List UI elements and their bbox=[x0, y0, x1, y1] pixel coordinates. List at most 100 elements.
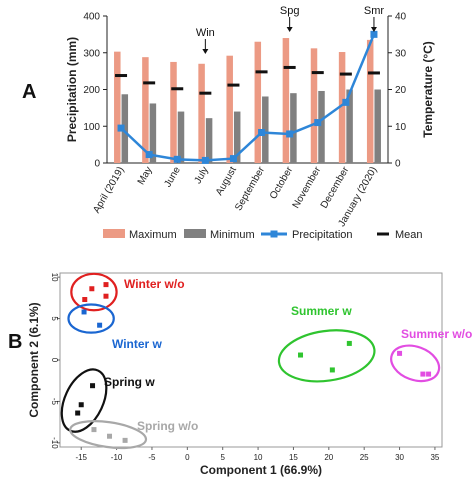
point-winter-wo bbox=[103, 293, 109, 299]
precipitation-marker bbox=[117, 124, 125, 132]
cluster-label-summer-w: Summer w bbox=[291, 304, 352, 318]
point-spring-w bbox=[75, 410, 81, 416]
bar-minimum bbox=[374, 89, 381, 163]
y2-tick-label: 40 bbox=[395, 12, 407, 23]
x-axis-title: Component 1 (66.9%) bbox=[200, 463, 322, 477]
bar-maximum bbox=[338, 52, 346, 163]
precipitation-marker bbox=[342, 98, 350, 106]
y-tick-label: -10 bbox=[50, 437, 59, 449]
precipitation-marker bbox=[258, 128, 266, 136]
x-tick-label: August bbox=[214, 165, 239, 198]
x-tick-label: October bbox=[268, 164, 296, 201]
y-tick-label: 10 bbox=[50, 273, 59, 282]
bar-minimum bbox=[346, 89, 353, 163]
x-tick-label: 20 bbox=[324, 453, 333, 462]
bar-maximum bbox=[142, 57, 149, 163]
y2-tick-label: 10 bbox=[395, 122, 407, 133]
y-tick-label: -5 bbox=[50, 398, 59, 406]
x-tick-label: 5 bbox=[220, 453, 225, 462]
y-axis-title: Component 2 (6.1%) bbox=[27, 302, 41, 417]
precipitation-marker bbox=[229, 155, 237, 163]
point-summer-wo bbox=[426, 371, 432, 377]
cluster-ellipse-winter-w bbox=[67, 303, 115, 334]
x-tick-label: 25 bbox=[360, 453, 369, 462]
precipitation-marker bbox=[201, 156, 209, 164]
point-winter-wo bbox=[82, 297, 88, 303]
x-tick-label: 10 bbox=[254, 453, 263, 462]
point-summer-wo bbox=[420, 371, 426, 377]
y2-tick-label: 20 bbox=[395, 85, 407, 96]
cluster-label-summer-wo: Summer w/o bbox=[401, 327, 472, 341]
chart-a: 0 100 200 300 400 0 10 20 30 40 Precipitation (mm)… bbox=[65, 5, 435, 241]
point-spring-w bbox=[90, 383, 96, 389]
bar-minimum bbox=[205, 118, 213, 163]
annotation-arrow-head bbox=[202, 49, 209, 54]
legend-swatch-minimum bbox=[184, 229, 206, 238]
x-tick-label: 15 bbox=[289, 453, 298, 462]
y-tick-label: 200 bbox=[83, 85, 100, 96]
y2-tick-label: 0 bbox=[395, 159, 401, 170]
x-tick-label: 35 bbox=[430, 453, 439, 462]
cluster-ellipse-spring-wo bbox=[69, 420, 148, 450]
y-tick-label: 300 bbox=[83, 48, 100, 59]
cluster-ellipse-summer-w bbox=[277, 329, 376, 383]
cluster-label-winter-wo: Winter w/o bbox=[124, 277, 185, 291]
bar-maximum bbox=[366, 39, 374, 164]
x-tick-label: 0 bbox=[185, 453, 190, 462]
bar-maximum bbox=[170, 61, 177, 163]
cluster-ellipse-winter-wo bbox=[70, 272, 118, 312]
point-summer-w bbox=[329, 367, 335, 373]
y-tick-label: 0 bbox=[94, 159, 100, 170]
season-annotation: Win bbox=[196, 27, 215, 39]
bar-maximum bbox=[282, 38, 290, 163]
legend-label-mean: Mean bbox=[395, 229, 423, 241]
legend-label-minimum: Minimum bbox=[210, 229, 255, 241]
x-tick-label: July bbox=[193, 165, 211, 186]
x-tick-label: -5 bbox=[148, 453, 156, 462]
precipitation-marker bbox=[286, 130, 294, 138]
bar-minimum bbox=[318, 90, 325, 163]
point-summer-wo bbox=[397, 350, 403, 356]
annotation-arrow-head bbox=[286, 27, 293, 32]
chart-b: -15 -10 -5 0 5 10 15 20 25 30 35-10-50510Component… bbox=[27, 272, 472, 477]
y-axis-title: Precipitation (mm) bbox=[65, 37, 79, 142]
point-winter-wo bbox=[89, 286, 95, 292]
season-annotation: Spg bbox=[280, 5, 300, 17]
point-summer-w bbox=[298, 352, 304, 358]
bar-minimum bbox=[290, 93, 297, 163]
season-annotation: Smr bbox=[364, 5, 385, 17]
point-spring-wo bbox=[107, 433, 113, 439]
precipitation-marker bbox=[145, 151, 153, 159]
bar-minimum bbox=[149, 103, 157, 163]
y2-axis-title: Temperature (°C) bbox=[421, 41, 435, 138]
y-tick-label: 100 bbox=[83, 122, 100, 133]
precipitation-marker bbox=[370, 30, 378, 38]
bar-maximum bbox=[114, 51, 121, 163]
precipitation-marker bbox=[173, 155, 181, 163]
point-spring-wo bbox=[91, 427, 97, 433]
legend-label-maximum: Maximum bbox=[129, 229, 177, 241]
bar-minimum bbox=[262, 96, 269, 163]
bar-maximum bbox=[310, 48, 318, 164]
cluster-label-winter-w: Winter w bbox=[112, 337, 163, 351]
y2-tick-label: 30 bbox=[395, 48, 407, 59]
point-summer-w bbox=[346, 340, 352, 346]
precipitation-marker bbox=[314, 119, 322, 127]
bar-maximum bbox=[198, 63, 205, 163]
cluster-label-spring-wo: Spring w/o bbox=[137, 419, 198, 433]
bar-minimum bbox=[121, 94, 129, 163]
legend-label-precipitation: Precipitation bbox=[292, 229, 353, 241]
bar-minimum bbox=[233, 111, 241, 163]
bar-minimum bbox=[177, 111, 185, 163]
point-spring-wo bbox=[122, 437, 128, 443]
panel-b-letter: B bbox=[8, 331, 22, 353]
plot-frame bbox=[59, 272, 443, 448]
y-tick-label: 5 bbox=[50, 316, 59, 321]
x-tick-label: -15 bbox=[75, 453, 87, 462]
cluster-label-spring-w: Spring w bbox=[104, 375, 155, 389]
x-tick-label: -10 bbox=[111, 453, 123, 462]
x-tick-label: June bbox=[162, 165, 183, 190]
bar-maximum bbox=[226, 55, 233, 163]
bar-maximum bbox=[254, 41, 262, 163]
